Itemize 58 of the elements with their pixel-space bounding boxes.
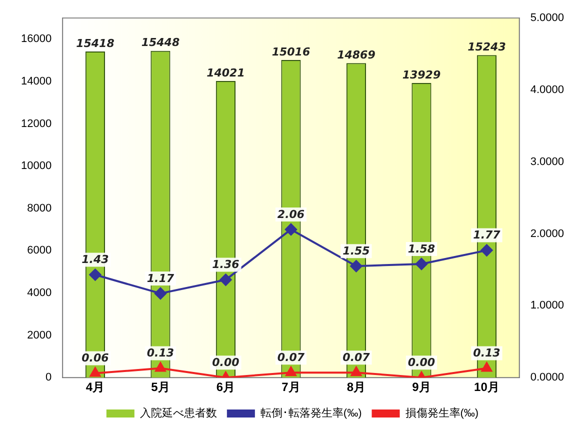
y2-tick-label: 3.0000 [530,156,564,168]
point [481,362,492,372]
y2-tick-label: 1.0000 [530,300,564,312]
data-label: 1.77 [473,228,501,242]
x-tick-label: 10月 [474,380,500,394]
data-label: 1.58 [408,242,436,256]
data-label: 1.36 [212,258,240,272]
legend-label: 損傷発生率(‰) [405,406,479,420]
data-label: 0.06 [82,352,110,365]
point [350,260,362,272]
point [350,366,362,376]
x-tick-label: 9月 [412,380,431,394]
data-label: 1.43 [82,253,110,266]
data-label: 13929 [402,68,441,82]
data-label: 15418 [76,36,115,50]
data-label: 0.07 [277,350,305,364]
x-tick-label: 7月 [282,380,300,394]
y-tick-label: 2000 [27,329,52,342]
point [480,244,493,256]
data-label: 14869 [337,48,376,62]
y2-tick-label: 5.0000 [530,12,564,24]
x-tick-label: 4月 [86,380,105,394]
y-tick-label: 12000 [20,118,52,130]
y-tick-label: 6000 [27,244,52,257]
x-tick-label: 6月 [216,380,236,394]
point [154,287,166,300]
point [155,362,166,372]
point [89,268,102,281]
x-tick-label: 8月 [346,380,366,394]
point [220,274,232,286]
x-tick-label: 5月 [151,380,170,394]
data-label: 15016 [272,45,310,58]
data-label: 15448 [141,36,180,50]
point [90,367,101,377]
data-label: 0.13 [146,346,174,360]
y-tick-label: 10000 [20,160,52,172]
data-label: 15243 [468,40,506,54]
data-label: 2.06 [277,208,305,221]
y2-tick-label: 4.0000 [530,84,564,96]
data-label: 14021 [206,66,245,80]
y2-tick-label: 0.0000 [530,372,564,384]
legend-label: 入院延べ患者数 [140,406,217,420]
point [286,366,296,376]
data-label: 0.00 [408,356,436,369]
data-label: 0.13 [473,346,501,360]
y-tick-label: 14000 [20,75,52,88]
point [415,258,428,270]
data-label: 1.17 [146,272,174,285]
data-label: 1.55 [342,244,370,258]
y2-tick-label: 2.0000 [530,228,564,240]
y-tick-label: 8000 [27,202,52,214]
data-label: 0.00 [212,356,240,369]
data-label: 0.07 [342,350,370,364]
y-tick-label: 0 [45,372,52,384]
legend-label: 転倒･転落発生率(‰) [260,406,362,420]
y-tick-label: 4000 [27,287,52,300]
y-tick-label: 16000 [20,33,52,46]
point [284,223,297,236]
